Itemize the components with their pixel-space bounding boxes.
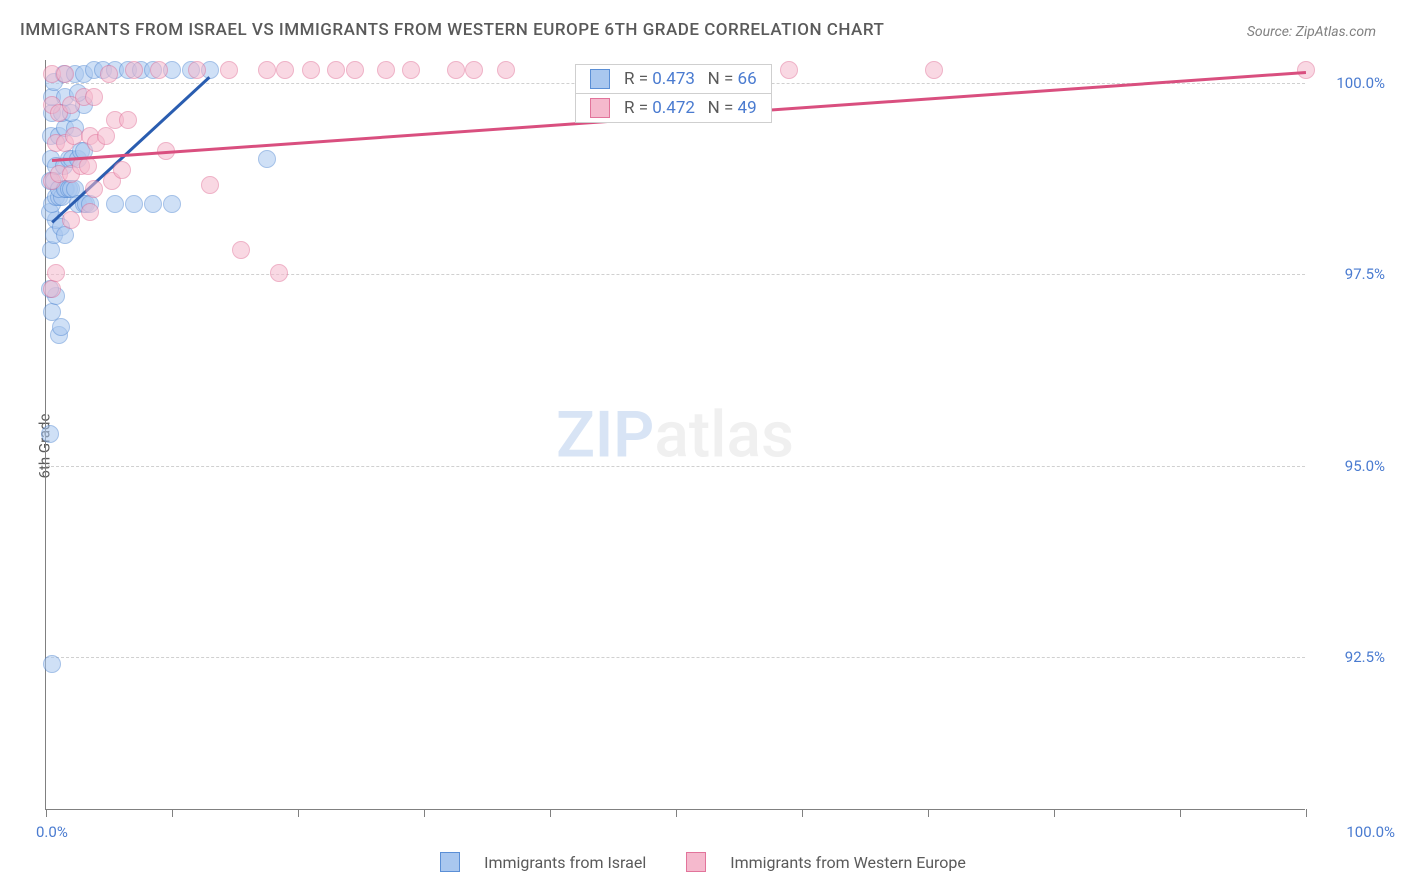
x-tick bbox=[802, 809, 803, 817]
data-point bbox=[188, 61, 206, 79]
data-point bbox=[258, 150, 276, 168]
legend-item: Immigrants from Western Europe bbox=[686, 852, 966, 872]
data-point bbox=[270, 264, 288, 282]
data-point bbox=[465, 61, 483, 79]
stat-value: 0.473 bbox=[652, 69, 695, 89]
data-point bbox=[85, 88, 103, 106]
swatch-icon bbox=[440, 852, 460, 872]
y-tick-label: 97.5% bbox=[1315, 265, 1385, 283]
data-point bbox=[125, 195, 143, 213]
data-point bbox=[79, 157, 97, 175]
data-point bbox=[497, 61, 515, 79]
legend-label: Immigrants from Israel bbox=[484, 853, 646, 872]
data-point bbox=[43, 655, 61, 673]
stat-label: R = bbox=[624, 98, 648, 118]
data-point bbox=[97, 127, 115, 145]
data-point bbox=[100, 65, 118, 83]
x-tick bbox=[1180, 809, 1181, 817]
gridline bbox=[46, 274, 1305, 275]
stats-row: R = 0.472 N = 49 bbox=[576, 94, 771, 122]
data-point bbox=[402, 61, 420, 79]
data-point bbox=[377, 61, 395, 79]
bottom-legend: Immigrants from Israel Immigrants from W… bbox=[0, 852, 1406, 872]
data-point bbox=[81, 203, 99, 221]
data-point bbox=[42, 241, 60, 259]
data-point bbox=[62, 211, 80, 229]
x-min-label: 0.0% bbox=[36, 823, 68, 841]
data-point bbox=[113, 161, 131, 179]
x-tick bbox=[550, 809, 551, 817]
x-tick bbox=[46, 809, 47, 817]
data-point bbox=[106, 195, 124, 213]
data-point bbox=[41, 425, 59, 443]
stats-row: R = 0.473 N = 66 bbox=[576, 65, 771, 94]
data-point bbox=[119, 111, 137, 129]
stat-value: 0.472 bbox=[652, 98, 695, 118]
data-point bbox=[258, 61, 276, 79]
data-point bbox=[125, 61, 143, 79]
data-point bbox=[52, 318, 70, 336]
chart-area: ZIPatlas 0.0% 100.0% 92.5%95.0%97.5%100.… bbox=[45, 60, 1305, 810]
stat-label: R = bbox=[624, 69, 648, 89]
x-max-label: 100.0% bbox=[1346, 823, 1395, 841]
legend-item: Immigrants from Israel bbox=[440, 852, 646, 872]
y-tick-label: 95.0% bbox=[1315, 457, 1385, 475]
data-point bbox=[85, 180, 103, 198]
data-point bbox=[65, 127, 83, 145]
data-point bbox=[232, 241, 250, 259]
stat-label: N = bbox=[708, 98, 734, 118]
x-tick bbox=[928, 809, 929, 817]
data-point bbox=[302, 61, 320, 79]
data-point bbox=[327, 61, 345, 79]
data-point bbox=[925, 61, 943, 79]
stat-label: N = bbox=[708, 69, 734, 89]
x-tick bbox=[424, 809, 425, 817]
data-point bbox=[201, 176, 219, 194]
data-point bbox=[43, 280, 61, 298]
x-tick bbox=[172, 809, 173, 817]
data-point bbox=[56, 226, 74, 244]
y-tick-label: 100.0% bbox=[1315, 74, 1385, 92]
data-point bbox=[163, 195, 181, 213]
data-point bbox=[47, 264, 65, 282]
x-tick bbox=[298, 809, 299, 817]
plot-region: 0.0% 100.0% 92.5%95.0%97.5%100.0% bbox=[45, 60, 1305, 810]
stats-legend: R = 0.473 N = 66 R = 0.472 N = 49 bbox=[575, 64, 772, 123]
swatch-icon bbox=[686, 852, 706, 872]
data-point bbox=[144, 195, 162, 213]
gridline bbox=[46, 657, 1305, 658]
x-tick bbox=[676, 809, 677, 817]
chart-title: IMMIGRANTS FROM ISRAEL VS IMMIGRANTS FRO… bbox=[20, 20, 884, 40]
stat-value: 49 bbox=[738, 98, 757, 118]
data-point bbox=[780, 61, 798, 79]
swatch-icon bbox=[590, 69, 610, 89]
data-point bbox=[346, 61, 364, 79]
data-point bbox=[447, 61, 465, 79]
legend-label: Immigrants from Western Europe bbox=[730, 853, 966, 872]
stat-value: 66 bbox=[738, 69, 757, 89]
data-point bbox=[220, 61, 238, 79]
y-tick-label: 92.5% bbox=[1315, 648, 1385, 666]
data-point bbox=[56, 65, 74, 83]
swatch-icon bbox=[590, 98, 610, 118]
source-credit: Source: ZipAtlas.com bbox=[1247, 24, 1376, 40]
gridline bbox=[46, 466, 1305, 467]
data-point bbox=[276, 61, 294, 79]
x-tick bbox=[1306, 809, 1307, 817]
data-point bbox=[150, 61, 168, 79]
x-tick bbox=[1054, 809, 1055, 817]
